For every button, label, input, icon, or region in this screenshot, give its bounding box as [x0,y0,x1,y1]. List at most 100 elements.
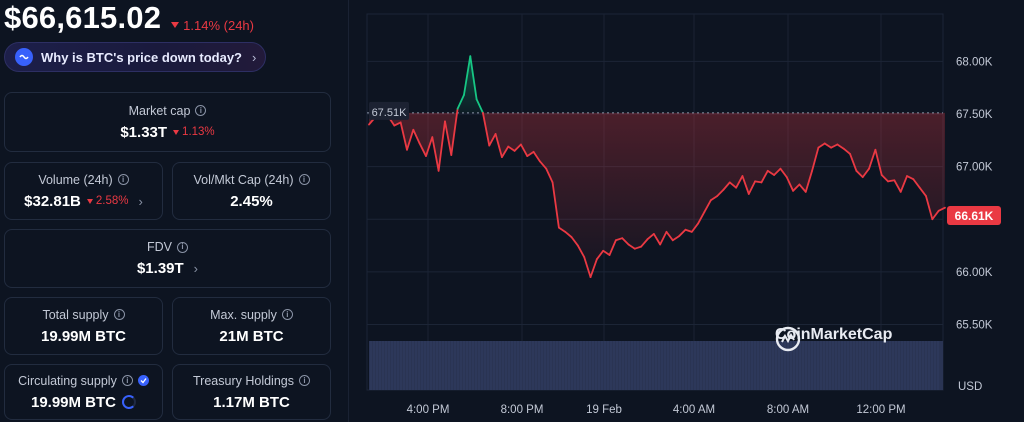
price-line-segment [393,121,402,127]
down-triangle-icon [173,129,180,135]
vol-mkt-cap-card: Vol/Mkt Cap (24h) i 2.45% [172,162,331,220]
total-supply-label: Total supply [42,307,109,322]
price-line-segment [450,107,459,156]
price-line-segment [874,148,883,176]
watermark-text: CoinMarketCap [775,326,893,343]
y-tick-label: 66.00K [956,267,993,279]
treasury-holdings-label: Treasury Holdings [193,373,294,388]
info-icon[interactable]: i [281,309,293,320]
total-supply-value: 19.99M BTC [40,327,127,345]
price-line-segment [608,239,617,256]
price-change-text: 1.14% (24h) [183,17,254,33]
price-line-segment [589,258,598,279]
y-tick-label: 67.50K [956,109,993,121]
price-line-segment [849,153,858,172]
volume-label: Volume (24h) [38,172,113,187]
info-icon[interactable]: i [113,309,125,320]
circulating-supply-card: Circulating supply i 19.99M BTC [4,364,163,420]
price-line-segment [754,180,763,184]
panel-divider [348,0,349,422]
price-area-above-reference [369,56,945,113]
price-line-segment [906,175,915,181]
price-line-segment [855,169,864,179]
y-tick-label: 67.00K [956,162,993,174]
price-line-segment [722,181,731,191]
x-tick-label: 8:00 AM [767,404,809,416]
price-chart-svg[interactable]: 68.00K67.50K67.00K66.50K66.00K65.50KUSD4… [360,0,1024,422]
total-supply-card: Total supply i 19.99M BTC [4,297,163,355]
price-line-segment [431,136,440,172]
fdv-label: FDV [147,240,172,254]
price-line-segment [709,195,719,202]
price-line-segment [640,238,649,248]
market-cap-label: Market cap [128,103,191,118]
price-line-segment [779,167,788,179]
max-supply-label: Max. supply [210,307,277,322]
fdv-value: $1.39T [136,260,184,277]
price-line-segment [937,206,946,212]
price-line-segment [437,120,446,172]
price-line-segment [836,143,845,150]
price-line-segment [899,175,908,193]
price-line-segment [747,180,757,195]
price-line-segment [412,128,421,145]
price-line-segment [614,237,624,242]
vol-mkt-cap-label: Vol/Mkt Cap (24h) [193,172,294,187]
price-chart[interactable]: 68.00K67.50K67.00K66.50K66.00K65.50KUSD4… [360,0,1024,422]
y-tick-label: 68.00K [956,56,993,68]
price-line-segment [494,133,503,159]
ai-question-text: Why is BTC's price down today? [41,49,242,65]
price-line-segment [469,55,478,101]
price-line-segment [697,210,706,225]
chevron-right-icon: › [252,49,257,65]
price-line-segment [728,181,738,189]
coinmarketcap-watermark: CoinMarketCap [775,326,893,352]
info-icon[interactable]: i [298,174,310,185]
info-icon[interactable]: i [117,174,129,185]
down-triangle-icon [171,22,180,28]
fdv-card[interactable]: FDV i $1.39T › [4,229,331,288]
price-line-segment [817,142,826,149]
price-line-segment [444,120,453,156]
price-line-segment [671,235,681,242]
info-icon[interactable]: i [177,241,188,253]
price-line-segment [475,98,484,114]
price-line-segment [766,169,775,176]
treasury-holdings-card[interactable]: Treasury Holdings i 1.17M BTC [172,364,331,420]
price-line-segment [665,230,674,242]
price-line-segment [811,146,820,172]
price-line-segment [545,167,554,184]
circulating-supply-label: Circulating supply [18,373,117,388]
info-icon[interactable]: i [121,375,133,386]
price-line-segment [684,228,693,233]
price-line-segment [773,167,782,176]
price-line-segment [488,133,497,147]
price-line-segment [652,233,662,246]
price-line-segment [621,237,630,246]
price-line-segment [868,148,877,170]
y-axis-unit: USD [958,381,982,393]
price-line-segment [576,244,586,259]
price-line-segment [482,112,491,147]
price-line-segment [463,55,472,96]
market-cap-value: $1.33T [120,123,168,141]
price-line-segment [861,167,870,179]
x-tick-label: 4:00 AM [673,404,715,416]
x-tick-label: 19 Feb [586,404,622,416]
price-line-segment [830,143,839,149]
price-line-segment [741,175,750,195]
ai-question-button[interactable]: Why is BTC's price down today? › [4,42,266,72]
info-icon[interactable]: i [195,105,207,116]
price-line-segment [456,94,465,110]
price-area-below-reference [369,112,945,278]
price-line-segment [912,178,921,189]
info-icon[interactable]: i [298,375,310,386]
volume-card[interactable]: Volume (24h) i $32.81B 2.58% › [4,162,163,220]
price-line-segment [551,181,560,229]
ai-sparkle-icon [15,48,33,66]
btc-price: $66,615.02 [4,0,162,35]
price-line-segment [703,199,712,213]
price-line-segment [925,195,934,221]
price-line-segment [425,136,434,157]
market-cap-card: Market cap i $1.33T 1.13% [4,92,331,152]
